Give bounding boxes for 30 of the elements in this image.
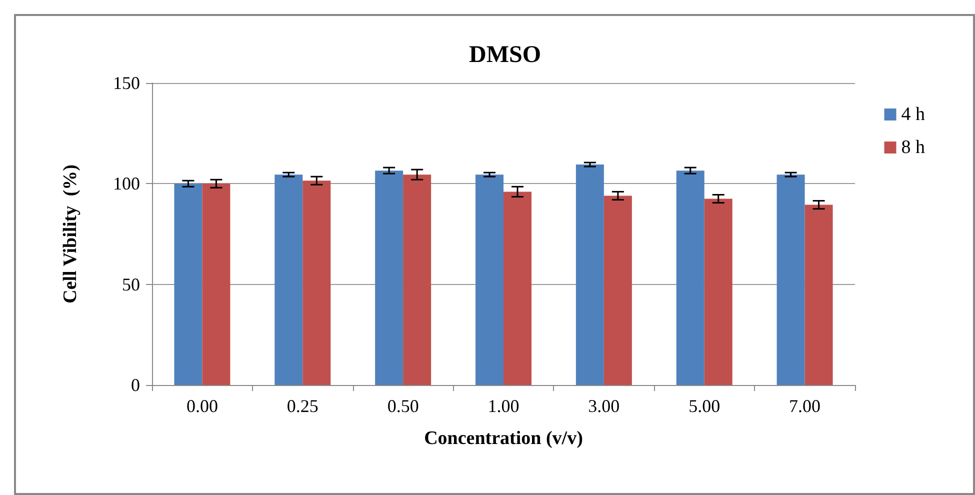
x-tick-label: 3.00 xyxy=(588,396,620,416)
x-tick-label: 7.00 xyxy=(789,396,821,416)
bar xyxy=(604,196,632,385)
bar xyxy=(576,164,604,385)
y-tick-label: 150 xyxy=(113,73,140,93)
bar xyxy=(476,174,504,385)
x-axis-title: Concentration (v/v) xyxy=(424,428,583,449)
bar xyxy=(804,204,833,385)
y-tick-label: 0 xyxy=(131,375,140,395)
chart-title: DMSO xyxy=(469,42,541,68)
y-tick-label: 50 xyxy=(122,274,140,294)
bar xyxy=(375,170,404,385)
legend-label: 8 h xyxy=(901,137,926,158)
x-tick-label: 5.00 xyxy=(688,396,720,416)
x-tick-label: 0.25 xyxy=(286,396,318,416)
bar xyxy=(202,184,230,385)
legend-label: 4 h xyxy=(901,104,926,125)
y-tick-label: 100 xyxy=(113,174,140,194)
bar xyxy=(776,174,805,385)
bar xyxy=(174,184,202,385)
y-axis-title: Cell Vibility (%) xyxy=(60,164,81,304)
bar xyxy=(504,192,532,385)
bar xyxy=(403,174,432,385)
bar xyxy=(302,180,331,385)
x-tick-label: 0.50 xyxy=(387,396,419,416)
bar xyxy=(704,198,732,385)
bar xyxy=(274,174,303,385)
bar xyxy=(676,170,704,385)
x-tick-label: 0.00 xyxy=(186,396,218,416)
x-tick-label: 1.00 xyxy=(488,396,520,416)
